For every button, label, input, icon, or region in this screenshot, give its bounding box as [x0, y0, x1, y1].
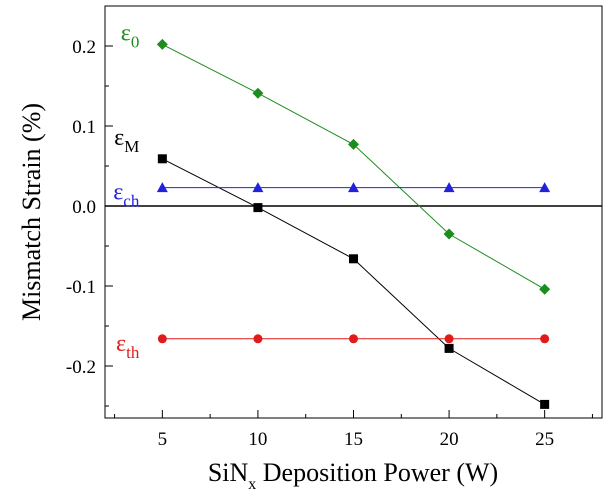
data-point [540, 399, 550, 409]
x-axis-label: SiNx Deposition Power (W) [208, 458, 498, 493]
series-label: εM [114, 125, 139, 156]
x-tick-label: 10 [248, 429, 267, 450]
x-tick-label: 25 [535, 429, 554, 450]
data-point [349, 254, 358, 264]
y-tick-label: 0.2 [72, 37, 96, 58]
data-point [252, 182, 264, 193]
series-label: ε0 [121, 20, 140, 51]
y-tick-label: 0.1 [72, 117, 96, 138]
series-line [162, 43, 545, 290]
data-point [443, 228, 455, 240]
series-line [162, 158, 545, 405]
data-point [157, 154, 167, 164]
y-tick-label: -0.1 [66, 277, 96, 298]
x-axis-label-rest: Deposition Power (W) [256, 458, 498, 487]
data-point [348, 182, 359, 193]
data-point [253, 334, 263, 344]
data-point [443, 182, 455, 193]
data-point [157, 334, 167, 344]
x-tick-label: 15 [344, 429, 363, 450]
data-point [156, 38, 168, 50]
x-tick-label: 20 [440, 429, 459, 450]
data-point [444, 343, 454, 353]
data-point [348, 138, 359, 150]
series-label: εch [113, 180, 140, 211]
plot-frame [104, 5, 603, 419]
data-point [539, 182, 551, 193]
data-point [444, 334, 454, 344]
data-point [540, 334, 550, 344]
x-axis-label-main: SiN [208, 458, 249, 487]
x-axis-label-subscript: x [248, 476, 256, 493]
data-point [253, 203, 263, 213]
series-label: εth [116, 331, 140, 362]
data-point [252, 87, 264, 99]
data-point [349, 334, 358, 344]
data-point [156, 182, 168, 193]
data-point [539, 283, 551, 295]
y-tick-label: -0.2 [66, 357, 96, 378]
y-axis-label: Mismatch Strain (%) [17, 103, 46, 321]
x-tick-label: 5 [158, 429, 168, 450]
y-tick-label: 0.0 [72, 197, 96, 218]
